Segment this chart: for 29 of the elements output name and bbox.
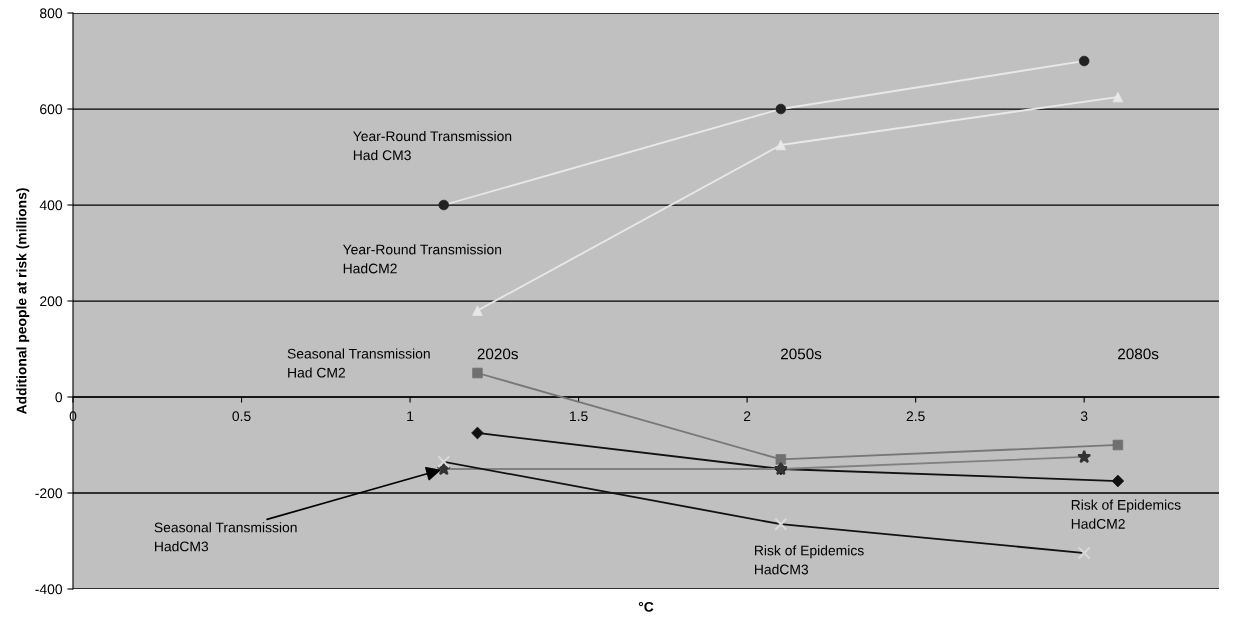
- x-tick-label: 0.5: [232, 411, 251, 422]
- x-tick-label: 2: [743, 411, 751, 421]
- annotation: Risk of Epidemics HadCM2: [1071, 499, 1181, 529]
- annotation: 2050s: [781, 348, 822, 360]
- y-tick-label: -400: [35, 584, 63, 595]
- annotation: Seasonal Transmission HadCM3: [154, 522, 297, 552]
- y-tick-label: 200: [40, 296, 63, 307]
- point: [1112, 439, 1124, 451]
- point: [437, 455, 451, 469]
- annotation: Risk of Epidemics HadCM3: [755, 545, 864, 575]
- x-tick-label: 1.5: [569, 411, 588, 422]
- y-axis-title: Additional people at risk (millions): [16, 188, 30, 415]
- annotation: Seasonal Transmission Had CM2: [287, 348, 430, 378]
- y-tick-label: 600: [40, 104, 63, 115]
- point: [774, 517, 788, 531]
- y-tick-label: 800: [40, 8, 63, 19]
- annotation: Year-Round Transmission Had CM3: [353, 130, 512, 161]
- y-tick-label: 400: [39, 200, 63, 211]
- x-axis-title: °C: [638, 601, 654, 612]
- annotation: 2080s: [1118, 348, 1159, 360]
- point: [1077, 546, 1091, 560]
- x-tick-label: 1: [407, 411, 414, 421]
- x-tick-label: 3: [1080, 411, 1088, 422]
- annotation: Year-Round Transmission HadCM2: [342, 244, 502, 274]
- y-tick-label: -200: [35, 488, 63, 499]
- x-tick-label: 2.5: [906, 411, 925, 422]
- point: [1077, 449, 1092, 464]
- y-tick-label: 0: [55, 392, 63, 403]
- annotation: 2020s: [477, 348, 518, 360]
